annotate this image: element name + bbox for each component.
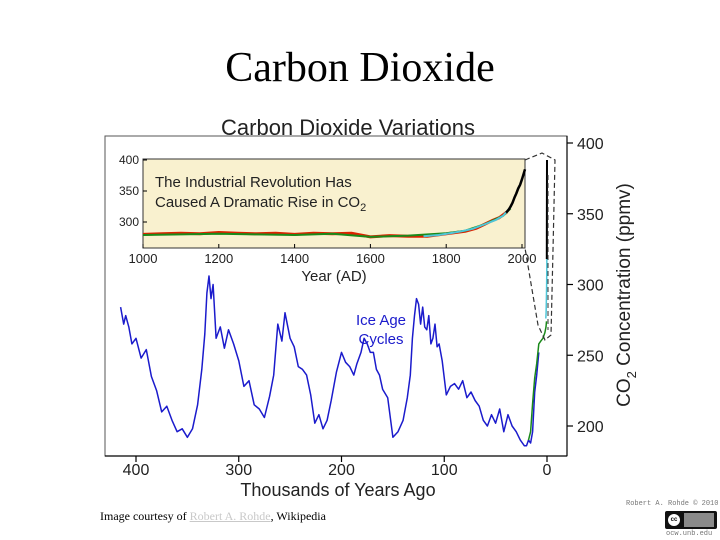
cc-license-badge: cc: [665, 511, 717, 529]
inset-headline-line2: Caused A Dramatic Rise in CO2: [155, 194, 366, 214]
main-x-tick-label: 200: [328, 462, 355, 479]
inset-headline-line1: The Industrial Revolution Has: [155, 174, 352, 191]
inset-x-tick-label: 1000: [129, 251, 158, 266]
inset-x-tick-label: 1600: [356, 251, 385, 266]
main-x-tick-label: 100: [431, 462, 458, 479]
main-series-line: [527, 321, 548, 441]
main-x-label: Thousands of Years Ago: [240, 480, 435, 500]
inset-y-tick-label: 400: [119, 153, 139, 167]
site-url: ocw.unb.edu: [666, 530, 713, 538]
annotation-ice-age: Ice Age: [356, 312, 406, 329]
zoom-connector: [524, 152, 556, 341]
main-x-tick-label: 400: [123, 462, 150, 479]
main-y-label: CO2 Concentration (ppmv): [614, 183, 639, 407]
main-y-tick-label: 400: [577, 136, 604, 153]
credit-suffix: , Wikipedia: [270, 509, 326, 523]
main-x-tick-label: 0: [543, 462, 552, 479]
inset-y-tick-label: 300: [119, 215, 139, 229]
inset-x-tick-label: 1400: [280, 251, 309, 266]
slide-title: Carbon Dioxide: [225, 45, 495, 91]
inset-series-line: [505, 168, 527, 214]
main-y-tick-label: 350: [577, 207, 604, 224]
image-credit: Image courtesy of Robert A. Rohde, Wikip…: [100, 509, 326, 524]
inset-x-tick-label: 2000: [508, 251, 537, 266]
main-series-line: [119, 275, 540, 447]
annotation-cycles: Cycles: [358, 331, 403, 348]
main-y-tick-label: 300: [577, 278, 604, 295]
author-signature: Robert A. Rohde © 2010: [626, 500, 719, 508]
inset-y-tick-label: 350: [119, 184, 139, 198]
main-y-tick-label: 250: [577, 348, 604, 365]
main-y-tick-label: 200: [577, 419, 604, 436]
by-nc-sa-icon: [684, 513, 714, 527]
inset-x-label: Year (AD): [301, 268, 366, 285]
zoom-connector-outline: [524, 152, 556, 341]
credit-prefix: Image courtesy of: [100, 509, 190, 523]
main-x-tick-label: 300: [225, 462, 252, 479]
inset-x-tick-label: 1200: [204, 251, 233, 266]
inset-series-line: [423, 206, 512, 238]
cc-icon: cc: [668, 514, 680, 526]
inset-x-tick-label: 1800: [432, 251, 461, 266]
credit-author-link[interactable]: Robert A. Rohde: [189, 509, 271, 523]
